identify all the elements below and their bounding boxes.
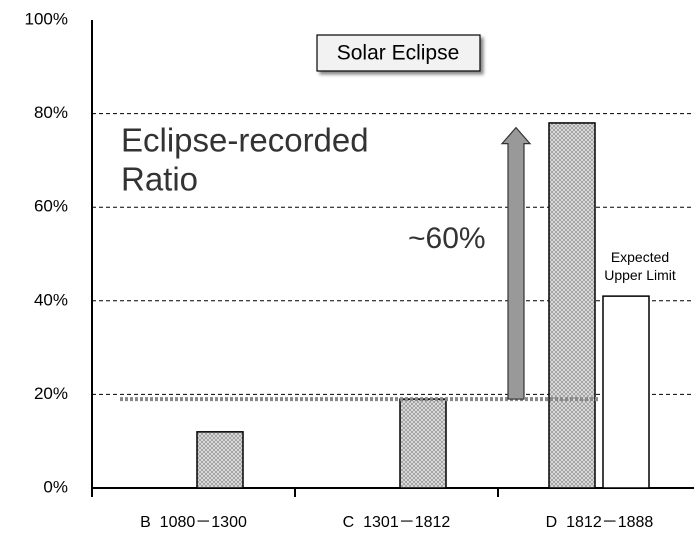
x-tick-label: B 1080－1300 xyxy=(140,514,247,531)
bar xyxy=(196,431,244,489)
bar xyxy=(548,122,596,489)
y-tick-label: 60% xyxy=(34,197,68,216)
arrow-label: ~60% xyxy=(408,222,486,255)
arrow xyxy=(500,126,532,400)
bar xyxy=(399,398,447,489)
y-tick-label: 100% xyxy=(25,9,68,28)
annotation: Ratio xyxy=(121,161,198,198)
chart-title: Solar Eclipse xyxy=(337,42,460,65)
x-tick-label: C 1301－1812 xyxy=(343,514,451,531)
y-tick-label: 80% xyxy=(34,103,68,122)
expected-label: Expected xyxy=(611,249,669,265)
expected-label: Upper Limit xyxy=(604,267,676,283)
y-tick-label: 40% xyxy=(34,290,68,309)
title-box xyxy=(316,34,481,72)
annotation: Eclipse-recorded xyxy=(121,122,369,159)
expected-bar xyxy=(602,295,650,489)
y-tick-label: 0% xyxy=(43,477,68,496)
y-tick-label: 20% xyxy=(34,384,68,403)
x-tick-label: D 1812－1888 xyxy=(546,514,654,531)
